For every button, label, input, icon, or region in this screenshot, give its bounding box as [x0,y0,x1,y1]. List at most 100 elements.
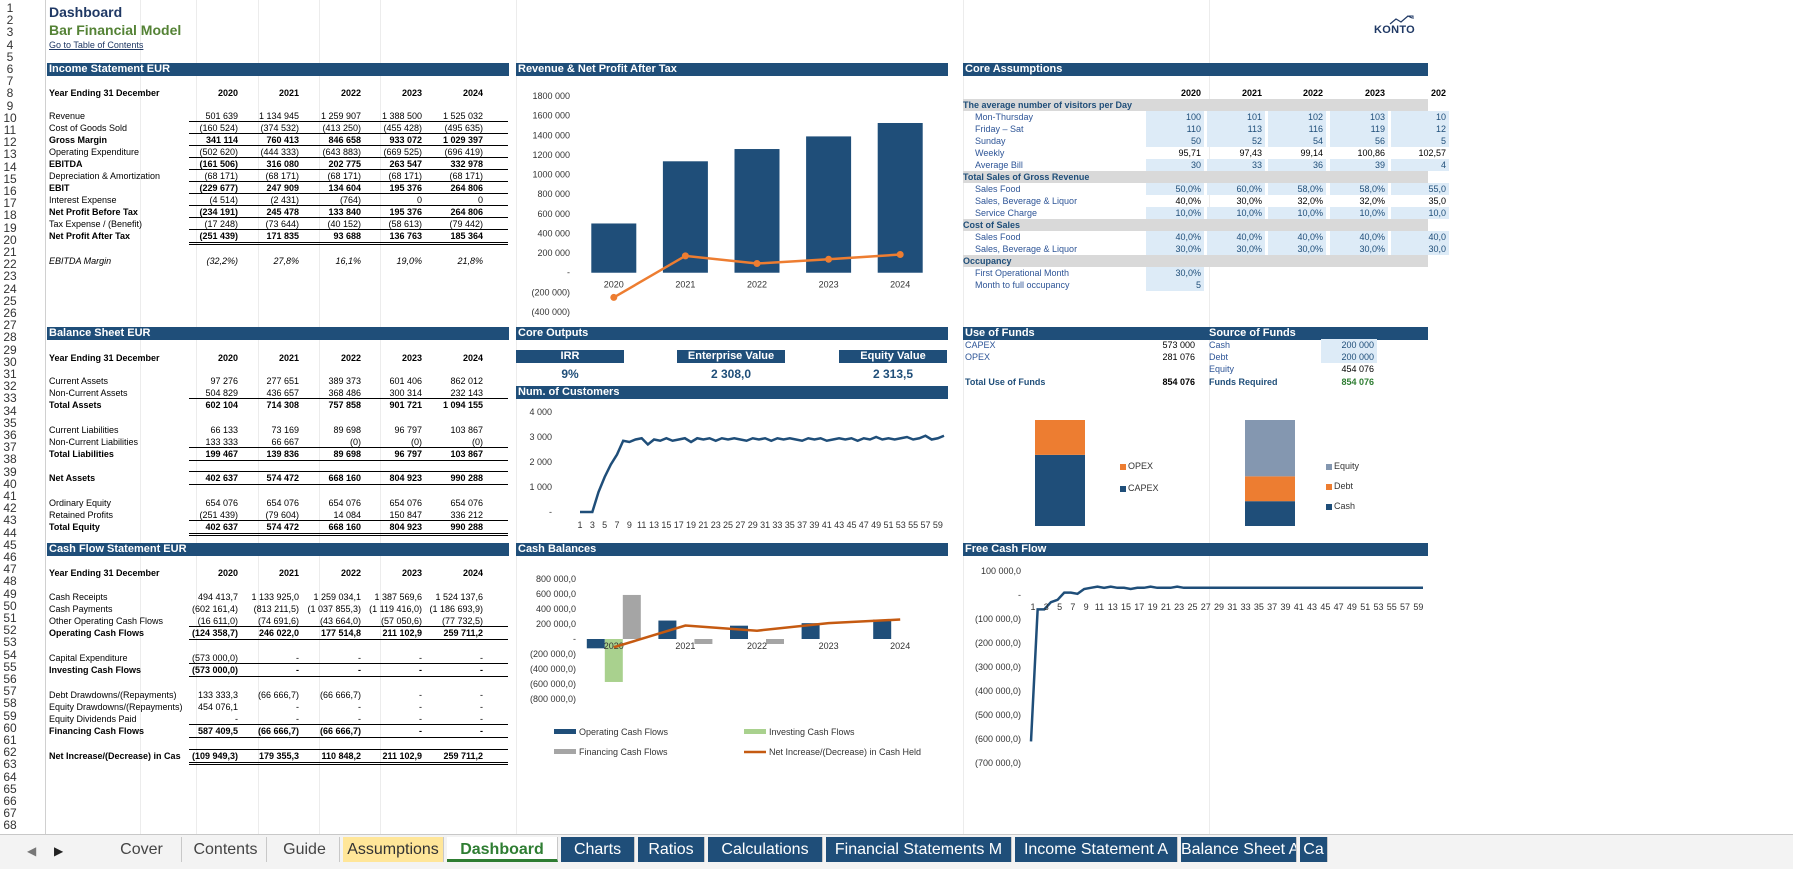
cash-label: Cash [1209,340,1231,350]
x-tick-label: 2021 [675,280,695,290]
row-number: 45 [3,537,17,552]
row-number: 54 [3,647,17,662]
row-number: 11 [3,123,17,137]
tab-guide[interactable]: Guide [270,837,340,862]
irr-value: 9% [561,367,579,381]
row-value: 574 472 [266,522,299,532]
assumption-row: Weekly 95,71 97,43 99,14 100,86 102,57 [963,147,1446,159]
row-label: Interest Expense [49,195,117,205]
row-value: 133 333 [205,437,238,447]
row-value: (66 666,7) [257,726,299,736]
row-value: (643 883) [322,147,361,157]
row-value: 103 867 [450,425,483,435]
row-value: 195 376 [389,207,422,217]
row-number: 38 [3,452,17,467]
tab-cover[interactable]: Cover [102,837,182,862]
y-tick-label: 400 000,0 [536,604,576,614]
row-label: EBITDA [49,159,83,169]
tab-contents[interactable]: Contents [185,837,267,862]
row-value: (40 152) [327,219,361,229]
statement-row: Depreciation & Amortization (68 171) (68 1… [49,170,508,182]
tab-dashboard[interactable]: Dashboard [447,837,558,862]
prev-sheet-icon[interactable]: ◀ [27,844,37,858]
tab-assumptions[interactable]: Assumptions [343,837,444,862]
row-number: 31 [3,367,17,381]
use-of-funds-segment [1035,420,1085,455]
year-label: Year Ending 31 December [49,568,160,578]
row-value: 436 657 [266,388,299,398]
row-value: 862 012 [450,376,483,386]
row-value: 263 547 [389,159,422,169]
assumption-value: 40,0 [1391,231,1449,243]
tab-charts[interactable]: Charts [561,837,635,862]
row-value: 1 133 925,0 [251,592,299,602]
net-cash-line [613,618,901,649]
assumption-value: 36 [1268,159,1326,171]
row-number: 44 [3,525,17,540]
y-tick-label: (300 000,0) [975,662,1021,672]
row-value: 277 651 [266,376,299,386]
assumption-value: 39 [1330,159,1388,171]
row-number: 30 [3,354,17,369]
row-value: 504 829 [205,388,238,398]
row-number: 28 [3,330,17,345]
y-tick-label: 1000 000 [532,170,570,180]
y-tick-label: (600 000,0) [530,679,576,689]
row-value: (1 119 416,0) [369,604,422,614]
underline [189,676,508,677]
statement-row: Total Liabilities 199 467 139 836 89 698 96 … [49,448,508,460]
assumption-row: The average number of visitors per Day [963,99,1428,111]
year-cell: 2021 [1241,88,1262,98]
y-tick-label: 1200 000 [532,150,570,160]
x-tick-label: 47 [1334,602,1344,612]
tab-ratios[interactable]: Ratios [638,837,705,862]
x-tick-label: 37 [1267,602,1277,612]
assumption-value: 56 [1330,135,1388,147]
row-number: 55 [3,659,17,674]
x-tick-label: 29 [748,520,758,530]
tab-balance-sheet-a[interactable]: Balance Sheet A [1181,837,1297,862]
row-number: 22 [3,257,17,272]
row-value: 494 413,7 [197,592,238,602]
tab-income-statement-a[interactable]: Income Statement A [1015,837,1178,862]
free-cash-flow-header: Free Cash Flow [963,543,1428,556]
x-tick-label: 53 [1373,602,1383,612]
row-number: 48 [3,574,17,589]
statement-row: Retained Profits (251 439) (79 604) 14 084 1… [49,509,508,521]
row-value: 16,1% [335,256,361,266]
row-value: 332 978 [450,159,483,169]
underline [189,145,508,146]
row-value: (495 635) [444,123,483,133]
row-value: 211 102,9 [382,751,422,761]
row-value: - [419,726,422,736]
year-cell: 2021 [278,88,299,98]
statement-row: Ordinary Equity 654 076 654 076 654 076 654 … [49,497,508,509]
assumption-label: Friday – Sat [975,124,1024,134]
year-cell: 2022 [340,568,361,578]
tab-financial-statements-m[interactable]: Financial Statements M [826,837,1012,862]
row-value: - [480,714,483,724]
tab-calculations[interactable]: Calculations [708,837,823,862]
row-value: 654 076 [205,498,238,508]
statement-row: Operating Expenditure (502 620) (444 333) (… [49,146,508,158]
cash-flow-bar [586,639,605,649]
assumption-row: Sales, Beverage & Liquor 30,0% 30,0% 30,0% 3… [963,243,1449,255]
underline [189,229,508,230]
toc-link[interactable]: Go to Table of Contents [49,40,144,50]
net-profit-point [753,260,761,268]
cash-balances-chart: 800 000,0 600 000,0 400 000,0 200 000,0 - (20… [530,574,921,757]
underline [189,181,508,182]
y-tick-label: 200 000 [537,248,570,258]
legend-label: Investing Cash Flows [769,727,855,737]
next-sheet-icon[interactable]: ▶ [54,844,64,858]
assumption-label: Occupancy [963,256,1012,266]
assumption-value: 10,0% [1146,207,1204,219]
x-tick-label: 17 [674,520,684,530]
row-number: 53 [3,635,17,650]
row-value: - [419,702,422,712]
y-tick-label: (400 000) [531,307,570,317]
x-tick-label: 41 [822,520,832,530]
revenue-profit-chart: 1800 000 1600 000 1400 000 1200 000 1000 000… [531,91,923,317]
tab-ca[interactable]: Ca [1300,837,1328,862]
underline [189,471,508,472]
